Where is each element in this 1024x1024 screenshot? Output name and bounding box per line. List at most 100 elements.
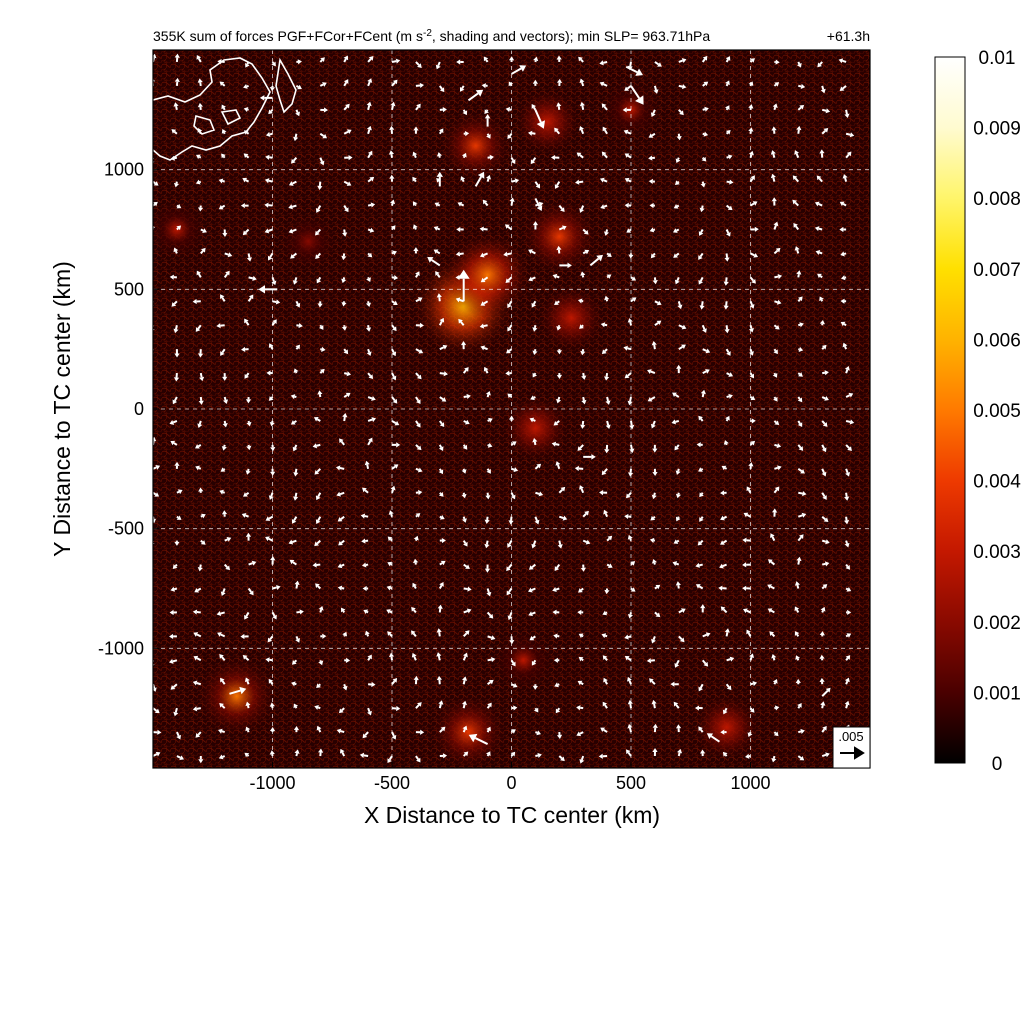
vector-arrow (535, 752, 542, 758)
vector-arrow (171, 300, 178, 307)
vector-arrow (270, 468, 276, 476)
vector-arrow (772, 679, 778, 685)
vector-arrow (439, 344, 448, 351)
vector-arrow (439, 514, 445, 520)
vector-arrow (415, 755, 421, 763)
vector-arrow (556, 245, 562, 254)
vector-arrow (627, 723, 633, 733)
vector-arrow (532, 79, 538, 86)
vector-arrow (412, 176, 417, 183)
vector-arrow (839, 85, 847, 91)
vector-arrow (627, 396, 633, 406)
vector-arrow (153, 612, 154, 614)
vector-arrow (411, 652, 417, 661)
vector-arrow (266, 370, 273, 376)
vector-arrow (722, 751, 728, 757)
vector-arrow (462, 652, 468, 661)
vector-arrow (434, 202, 441, 208)
vector-arrow (293, 368, 299, 374)
vector-arrow (367, 78, 373, 87)
vector-arrow (221, 153, 226, 159)
vector-arrow (386, 585, 393, 591)
vector-arrow (624, 177, 632, 183)
hotspot (440, 110, 512, 182)
vector-arrow (748, 127, 754, 134)
vector-arrow (723, 440, 729, 446)
vector-arrow (461, 468, 467, 474)
vector-arrow (746, 629, 752, 637)
vector-arrow (675, 581, 681, 589)
vector-arrow (391, 79, 398, 87)
vector-arrow (439, 537, 446, 544)
vector-arrow (552, 587, 560, 593)
vector-arrow (624, 634, 632, 640)
vector-arrow (507, 540, 513, 548)
vector-arrow (532, 437, 538, 446)
vector-arrow (172, 563, 178, 569)
vector-arrow (601, 151, 608, 159)
vector-arrow (796, 125, 802, 134)
vector-arrow (675, 724, 682, 733)
vector-arrow (411, 630, 417, 637)
y-ticks: -1000 -500 0 500 1000 (98, 160, 159, 658)
vector-arrow (842, 174, 848, 182)
vector-arrow (193, 632, 202, 638)
vector-arrow (388, 652, 395, 661)
vector-arrow (815, 250, 823, 255)
vector-arrow (749, 58, 755, 63)
vector-arrow (576, 152, 584, 159)
vector-arrow (439, 560, 446, 566)
vector-arrow (650, 420, 656, 429)
vector-arrow (577, 444, 584, 451)
vector-arrow (192, 706, 201, 712)
vector-arrow (486, 751, 491, 757)
vector-arrow (742, 562, 751, 568)
vector-arrow (433, 249, 441, 255)
vector-arrow (678, 109, 684, 116)
vector-arrow (367, 654, 372, 661)
vector-arrow (725, 204, 733, 211)
vector-arrow (579, 101, 585, 111)
vector-arrow (153, 133, 154, 135)
vector-arrow (579, 126, 585, 135)
vector-arrow (654, 320, 662, 327)
vector-arrow (219, 702, 226, 709)
vector-arrow (627, 676, 632, 685)
vector-arrow (192, 680, 202, 686)
vector-arrow (553, 633, 560, 639)
vector-arrow (530, 157, 537, 165)
vector-arrow (153, 751, 161, 757)
vector-arrow (622, 107, 632, 113)
vector-arrow (649, 537, 656, 543)
vector-arrow (487, 635, 496, 641)
vector-arrow (843, 516, 850, 525)
vector-arrow (628, 253, 634, 259)
vector-arrow (532, 348, 538, 355)
vector-arrow (269, 750, 275, 757)
vector-arrow (318, 324, 324, 330)
vector-arrow (487, 417, 493, 423)
vector-arrow (315, 516, 322, 525)
vector-arrow (316, 276, 322, 284)
title-superscript: -2 (423, 28, 432, 39)
vector-arrow (844, 700, 850, 709)
vector-arrow (198, 396, 204, 405)
vector-arrow (706, 733, 720, 743)
vector-arrow (480, 300, 489, 306)
vector-arrow (317, 181, 323, 190)
vector-arrow (580, 271, 586, 278)
vector-arrow (229, 686, 247, 695)
vector-arrow (749, 395, 756, 401)
vector-arrow (312, 562, 321, 568)
vector-arrow (822, 370, 829, 376)
vector-arrow (749, 300, 755, 309)
vector-arrow (626, 749, 632, 757)
vector-arrow (168, 658, 178, 664)
vector-arrow (341, 607, 346, 613)
vector-arrow (244, 677, 250, 685)
vector-arrow (774, 59, 780, 65)
vector-arrow (243, 130, 250, 135)
vector-arrow (200, 247, 206, 255)
vector-arrow (200, 228, 207, 234)
vector-arrow (269, 702, 275, 709)
